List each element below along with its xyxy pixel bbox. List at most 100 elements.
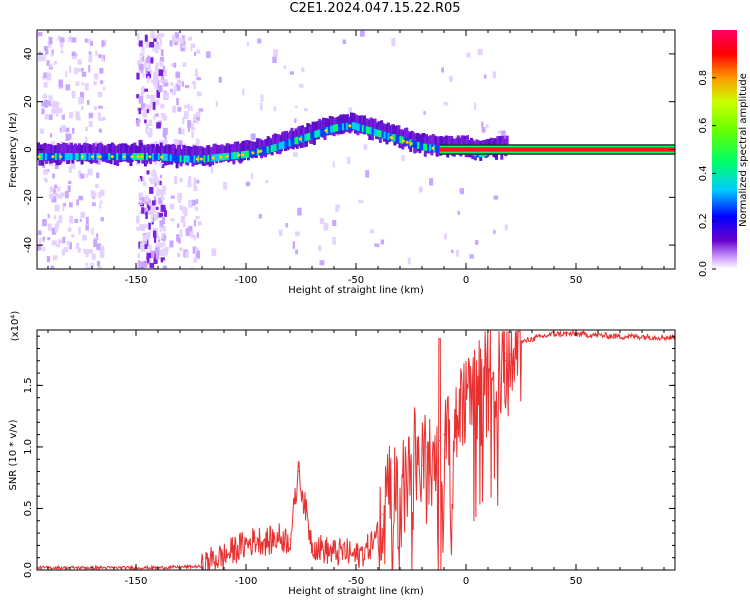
noise-speck: [369, 229, 375, 234]
noise-speck: [42, 236, 46, 241]
ridge-peak: [59, 155, 63, 159]
ridge-core: [42, 153, 46, 161]
spectrogram-y-ticks: -40 -20 0 20 40: [23, 48, 675, 253]
noise-speck: [96, 261, 101, 267]
noise-speck: [140, 224, 146, 231]
noise-speck: [145, 57, 150, 64]
ridge-core: [108, 153, 112, 161]
noise-speck: [148, 119, 153, 126]
noise-speck: [181, 44, 186, 48]
ridge-core: [173, 154, 177, 162]
ridge-core: [381, 131, 385, 139]
noise-speck: [140, 92, 144, 98]
noise-speck: [157, 241, 162, 248]
noise-speck: [47, 236, 51, 241]
noise-speck: [81, 82, 84, 86]
noise-speck: [444, 233, 447, 240]
noise-speck: [347, 156, 351, 165]
noise-speck: [139, 52, 145, 57]
noise-speck: [162, 140, 168, 145]
snr-point: [443, 434, 445, 436]
ridge-core: [62, 153, 66, 161]
noise-speck: [37, 244, 42, 251]
noise-speck: [194, 200, 199, 204]
noise-speck: [148, 133, 152, 138]
snr-point: [513, 347, 516, 350]
noise-speck: [54, 164, 59, 170]
chart-title: C2E1.2024.047.15.22.R05: [289, 1, 461, 16]
ridge-core: [177, 155, 181, 163]
ridge-core: [379, 130, 383, 138]
ridge-core: [353, 122, 357, 130]
noise-speck: [289, 71, 294, 75]
y-tick-label: 1.0: [23, 439, 34, 455]
noise-speck: [137, 32, 140, 40]
noise-speck: [477, 48, 483, 56]
ridge-peak: [219, 155, 223, 159]
colorbar-tick-label: 0.6: [698, 118, 709, 134]
noise-speck: [158, 69, 164, 77]
ridge-core: [341, 123, 345, 131]
noise-speck: [474, 240, 479, 245]
ridge-core: [163, 153, 167, 161]
spectrogram-x-label: Height of straight line (km): [288, 285, 424, 296]
ridge-peak: [324, 128, 328, 133]
noise-speck: [162, 225, 166, 232]
noise-speck: [68, 166, 72, 173]
noise-speck: [178, 247, 183, 252]
noise-speck: [141, 176, 145, 183]
ridge-core: [415, 141, 419, 149]
noise-speck: [175, 71, 181, 79]
ridge-core: [169, 154, 173, 162]
noise-speck: [150, 30, 155, 38]
noise-speck: [504, 224, 508, 231]
ridge-core: [322, 128, 326, 136]
ridge-core: [155, 153, 159, 161]
noise-speck: [145, 41, 149, 48]
noise-speck: [152, 214, 158, 222]
noise-speck: [178, 238, 181, 244]
noise-speck: [42, 219, 47, 227]
noise-speck: [97, 266, 102, 269]
noise-speck: [197, 221, 202, 226]
noise-speck: [429, 178, 434, 186]
ridge-core: [209, 154, 213, 162]
noise-speck: [145, 194, 148, 202]
noise-speck: [99, 117, 104, 122]
ridge-core: [436, 145, 440, 153]
ridge-core: [292, 137, 296, 145]
noise-speck: [53, 215, 57, 220]
noise-speck: [142, 73, 145, 78]
noise-speck: [257, 38, 262, 44]
noise-speck: [171, 90, 176, 96]
noise-speck: [74, 218, 79, 223]
noise-speck: [160, 49, 164, 57]
spectrogram-y-label: Frequency (Hz): [8, 112, 19, 188]
noise-speck: [95, 184, 99, 189]
ridge-core: [345, 122, 349, 130]
noise-speck: [163, 235, 167, 241]
noise-speck: [323, 222, 329, 231]
noise-speck: [183, 104, 189, 109]
noise-speck: [150, 57, 154, 64]
noise-speck: [180, 128, 185, 135]
noise-speck: [99, 204, 102, 209]
snr-point: [542, 335, 544, 337]
noise-speck: [196, 91, 202, 97]
ridge-peak: [199, 157, 203, 161]
ridge-core: [427, 144, 431, 152]
noise-speck: [85, 136, 88, 145]
noise-speck: [380, 239, 385, 245]
noise-speck: [164, 133, 167, 140]
ridge-core: [397, 135, 401, 143]
noise-speck: [91, 253, 96, 260]
ridge-core: [207, 154, 211, 162]
ridge-core: [78, 153, 82, 161]
noise-speck: [87, 168, 93, 176]
snr-point: [447, 427, 449, 430]
snr-point: [439, 440, 441, 442]
noise-speck: [210, 167, 214, 174]
noise-speck: [161, 216, 166, 225]
noise-speck: [192, 199, 196, 206]
